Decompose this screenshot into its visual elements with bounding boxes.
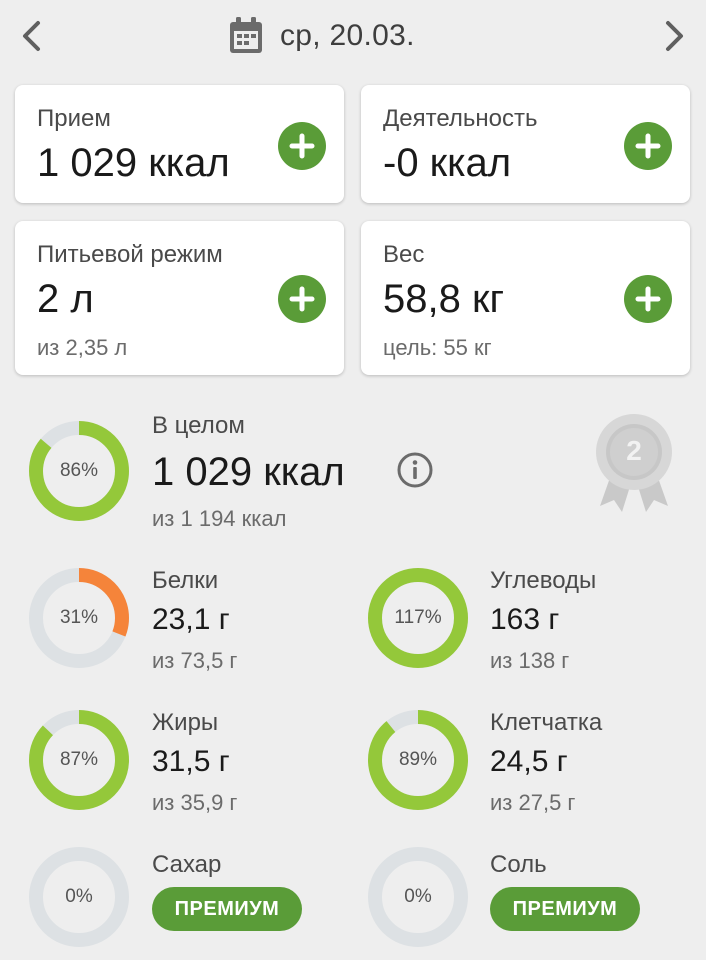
add-activity-button[interactable]	[624, 122, 672, 170]
fat-value: 31,5 г	[152, 745, 230, 778]
medal-icon	[596, 414, 672, 512]
salt-ring: 0%	[367, 846, 469, 948]
salt-percent: 0%	[404, 886, 432, 907]
fiber-value: 24,5 г	[490, 745, 568, 778]
fiber-goal: из 27,5 г	[490, 790, 576, 815]
activity-label: Деятельность	[383, 105, 538, 132]
intake-card[interactable]: Прием 1 029 ккал	[15, 85, 344, 203]
add-intake-button[interactable]	[278, 122, 326, 170]
sugar-ring: 0%	[28, 846, 130, 948]
activity-card[interactable]: Деятельность -0 ккал	[361, 85, 690, 203]
salt-premium-button[interactable]: ПРЕМИУМ	[490, 887, 640, 931]
fat-ring: 87%	[28, 709, 130, 811]
sugar-label: Сахар	[152, 851, 222, 878]
carbs-goal: из 138 г	[490, 648, 570, 673]
overall-goal: из 1 194 ккал	[152, 506, 287, 531]
previous-day-button[interactable]	[14, 18, 50, 54]
info-icon	[397, 452, 433, 488]
weight-card[interactable]: Вес 58,8 кг цель: 55 кг	[361, 221, 690, 375]
badge-number: 2	[626, 435, 642, 466]
date-selector[interactable]: ср, 20.03.	[228, 14, 415, 58]
calendar-icon	[230, 17, 262, 53]
carbs-ring-progress	[368, 568, 468, 668]
chevron-right-icon	[666, 21, 683, 51]
salt-label: Соль	[490, 851, 547, 878]
fiber-ring: 89%	[367, 709, 469, 811]
water-goal: из 2,35 л	[37, 335, 128, 360]
achievement-badge[interactable]: 2	[592, 412, 676, 516]
top-bar: ср, 20.03.	[0, 0, 706, 76]
info-button[interactable]	[396, 451, 434, 489]
fat-label: Жиры	[152, 709, 219, 736]
water-card[interactable]: Питьевой режим 2 л из 2,35 л	[15, 221, 344, 375]
add-weight-button[interactable]	[624, 275, 672, 323]
intake-value: 1 029 ккал	[37, 141, 230, 185]
protein-goal: из 73,5 г	[152, 648, 238, 673]
current-date: ср, 20.03.	[280, 19, 415, 52]
activity-value: -0 ккал	[383, 141, 512, 185]
weight-value: 58,8 кг	[383, 277, 505, 321]
plus-icon	[635, 133, 661, 159]
protein-ring: 31%	[28, 567, 130, 669]
carbs-value: 163 г	[490, 603, 560, 636]
sugar-premium-button[interactable]: ПРЕМИУМ	[152, 887, 302, 931]
fat-ring-progress	[29, 710, 129, 810]
overall-ring: 86%	[28, 420, 130, 522]
chevron-left-icon	[23, 21, 40, 51]
protein-value: 23,1 г	[152, 603, 230, 636]
overall-value: 1 029 ккал	[152, 450, 345, 494]
weight-label: Вес	[383, 241, 425, 268]
protein-ring-progress	[29, 568, 129, 668]
plus-icon	[289, 133, 315, 159]
fiber-ring-progress	[368, 710, 468, 810]
sugar-percent: 0%	[65, 886, 93, 907]
carbs-ring: 117%	[367, 567, 469, 669]
protein-percent: 31%	[59, 607, 99, 628]
carbs-label: Углеводы	[490, 567, 597, 594]
overall-percent: 86%	[59, 460, 99, 481]
overall-ring-progress	[29, 421, 129, 521]
fiber-label: Клетчатка	[490, 709, 603, 736]
plus-icon	[289, 286, 315, 312]
protein-label: Белки	[152, 567, 219, 594]
plus-icon	[635, 286, 661, 312]
add-water-button[interactable]	[278, 275, 326, 323]
overall-label: В целом	[152, 412, 245, 439]
fiber-percent: 89%	[398, 749, 438, 770]
weight-goal: цель: 55 кг	[383, 335, 492, 360]
carbs-percent: 117%	[394, 607, 442, 628]
intake-label: Прием	[37, 105, 111, 132]
next-day-button[interactable]	[656, 18, 692, 54]
water-value: 2 л	[37, 277, 94, 321]
fat-percent: 87%	[59, 749, 99, 770]
water-label: Питьевой режим	[37, 241, 223, 268]
fat-goal: из 35,9 г	[152, 790, 238, 815]
